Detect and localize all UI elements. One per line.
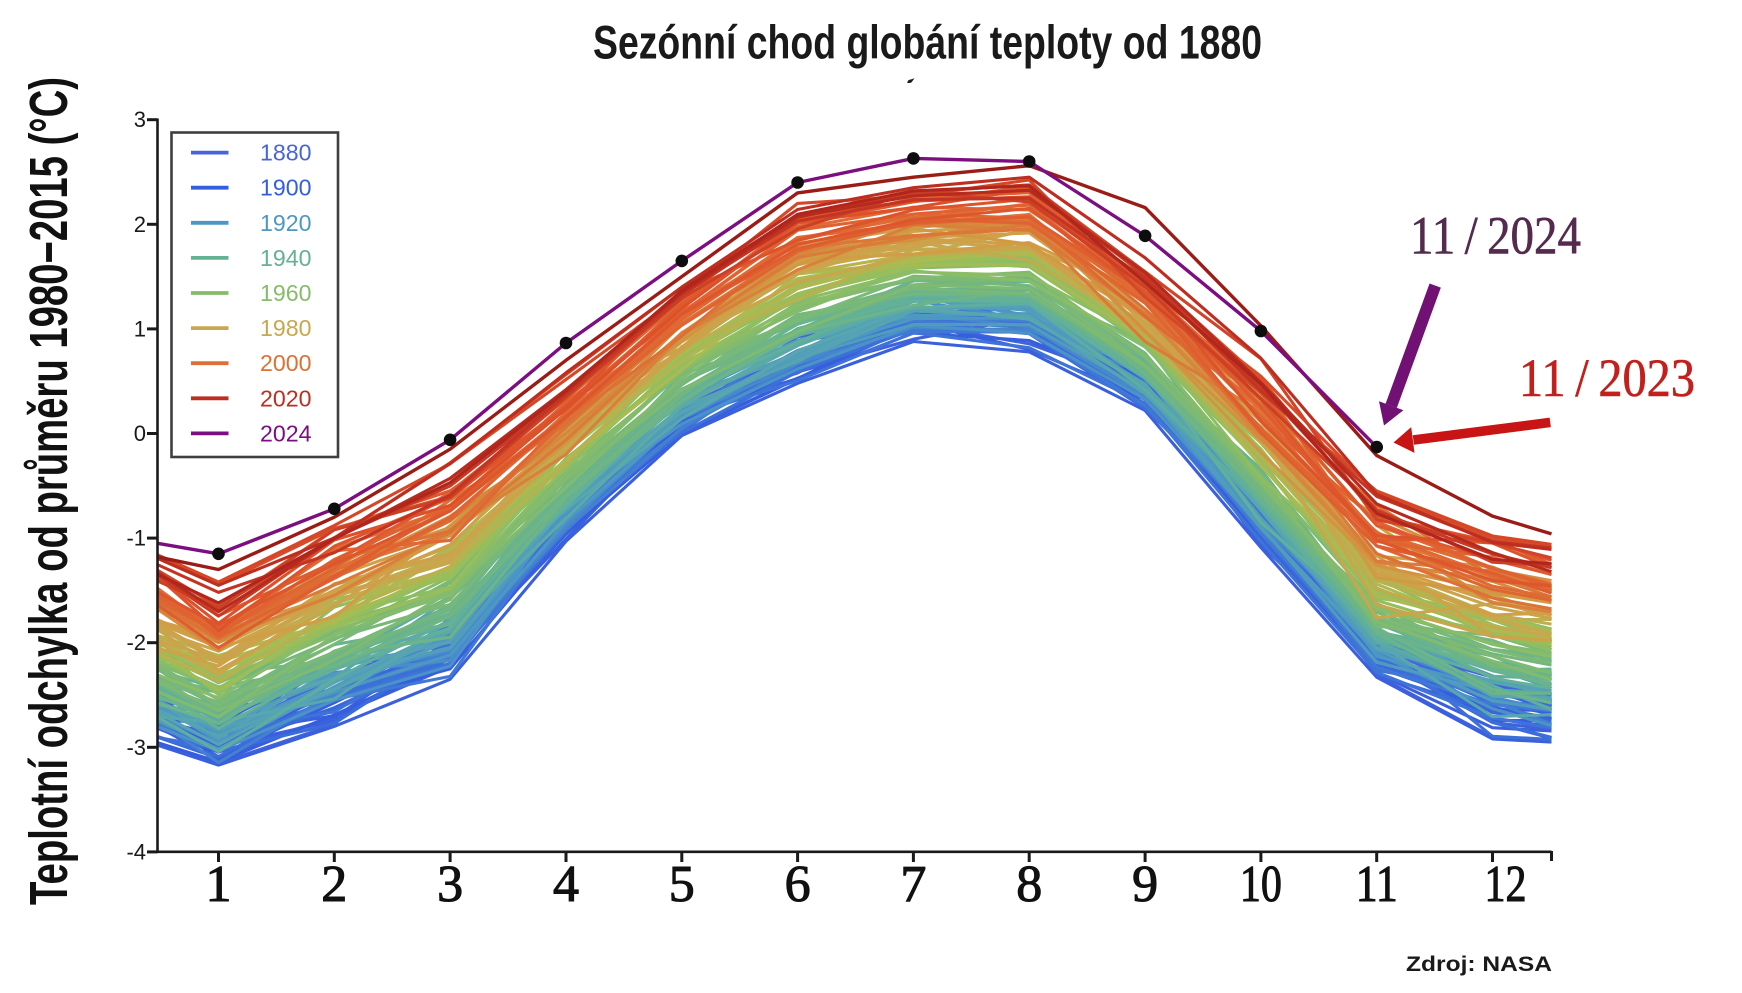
svg-text:1920: 1920 [260,210,312,236]
svg-text:2: 2 [134,212,146,237]
svg-text:Zdroj: NASA: Zdroj: NASA [1406,953,1552,976]
svg-text:-2: -2 [126,630,146,655]
svg-text:-1: -1 [126,526,146,551]
svg-text:10: 10 [1240,856,1282,913]
svg-text:1980: 1980 [260,315,312,341]
svg-text:4: 4 [553,856,579,913]
svg-text:2000: 2000 [260,350,312,376]
svg-text:5: 5 [669,856,695,913]
svg-text:-3: -3 [126,735,146,760]
svg-text:3: 3 [134,107,146,132]
svg-text:11: 11 [1356,856,1398,913]
svg-text:1940: 1940 [260,245,312,271]
svg-text:9: 9 [1132,856,1158,913]
svg-text:1960: 1960 [260,280,312,306]
svg-text:1: 1 [134,316,146,341]
svg-text:Teplotní odchylka od průměru 1: Teplotní odchylka od průměru 1980−2015 (… [20,77,80,905]
svg-text:8: 8 [1016,856,1042,913]
svg-text:1900: 1900 [260,175,312,201]
svg-text:11 / 2024: 11 / 2024 [1410,206,1581,266]
svg-text:2: 2 [321,856,347,913]
svg-text:2024: 2024 [260,420,312,446]
svg-text:6: 6 [785,856,811,913]
svg-text:3: 3 [437,856,463,913]
svg-text:1: 1 [206,856,232,913]
svg-text:-4: -4 [126,839,146,864]
svg-text:1880: 1880 [260,140,312,166]
svg-text:2020: 2020 [260,385,312,411]
svg-text:Sezónní chod globání teploty o: Sezónní chod globání teploty od 1880 [593,16,1262,69]
svg-text:12: 12 [1485,856,1527,913]
svg-text:0: 0 [134,421,146,446]
svg-text:11 / 2023: 11 / 2023 [1519,348,1695,408]
svg-text:7: 7 [900,856,926,913]
